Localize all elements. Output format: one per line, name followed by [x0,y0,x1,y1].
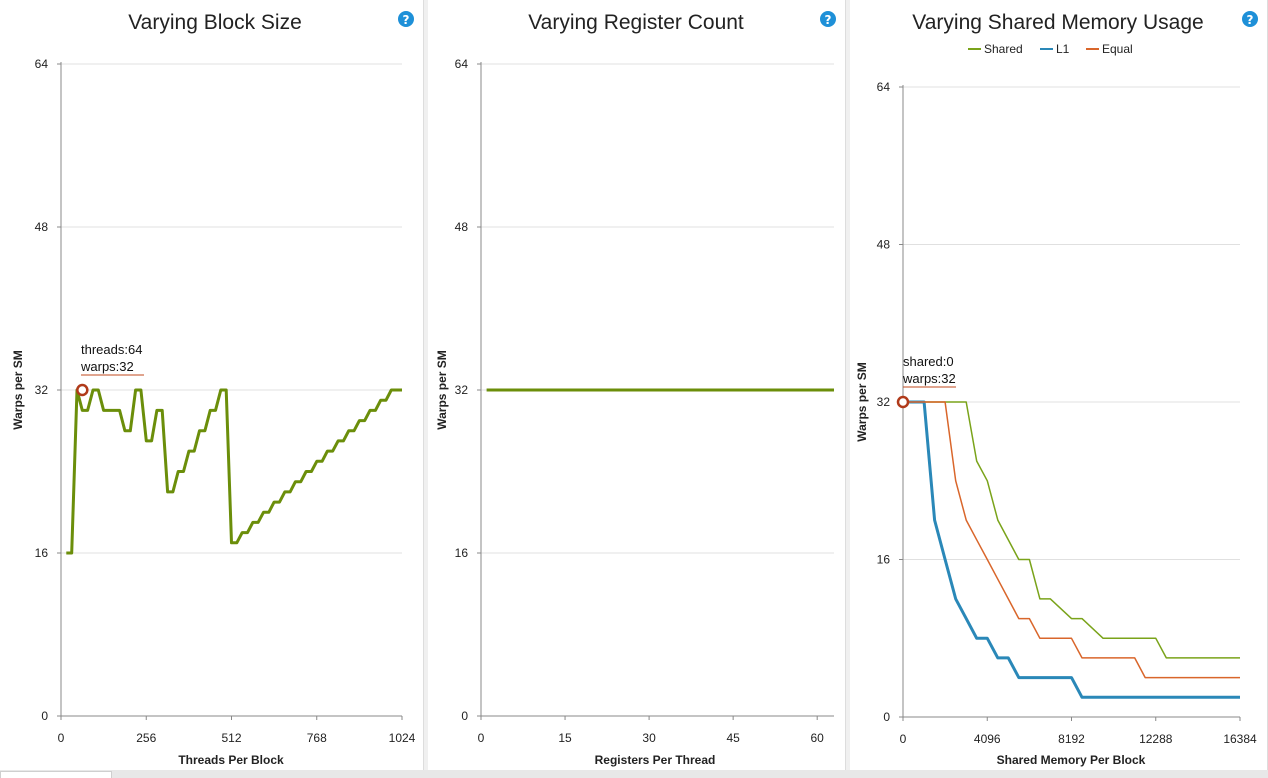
x-tick-label: 512 [221,731,241,745]
x-tick-label: 16384 [1223,732,1257,746]
y-tick-label: 64 [455,57,469,71]
y-tick-label: 32 [455,383,469,397]
panel-register-count: Varying Register Count ? 0 16 32 48 64 0 15 30 4… [428,0,846,770]
help-icon[interactable]: ? [1242,11,1258,27]
bottom-tab[interactable] [0,771,112,778]
x-tick-label: 45 [726,731,740,745]
marker-label-threads: threads:64 [81,342,142,357]
legend-label-equal: Equal [1102,42,1133,56]
x-tick-label: 30 [642,731,656,745]
legend-label-l1: L1 [1056,42,1070,56]
chart-shared-memory-svg: Varying Shared Memory Usage ? Shared L1 … [855,11,1258,767]
y-tick-label: 48 [35,220,49,234]
y-tick-label: 16 [455,546,469,560]
x-axis-label: Threads Per Block [178,753,284,767]
series-line-shared [903,401,1240,659]
x-tick-label: 0 [900,732,907,746]
bottom-strip [0,770,1268,778]
x-tick-label: 15 [558,731,572,745]
svg-text:?: ? [825,13,832,27]
data-point-marker [896,395,910,409]
y-tick-label: 0 [41,709,48,723]
legend-label-shared: Shared [984,42,1023,56]
panel-shared-memory: Varying Shared Memory Usage ? Shared L1 … [850,0,1268,770]
x-tick-label: 0 [58,731,65,745]
y-axis-label: Warps per SM [11,350,25,430]
x-axis-label: Shared Memory Per Block [997,753,1146,767]
x-axis-label: Registers Per Thread [595,753,716,767]
x-tick-label: 768 [307,731,327,745]
svg-text:?: ? [1247,13,1254,27]
legend-item-shared[interactable]: Shared [968,42,1023,56]
y-tick-label: 16 [877,553,891,567]
x-tick-label: 8192 [1058,732,1085,746]
x-tick-label: 1024 [389,731,416,745]
legend: Shared L1 Equal [968,42,1133,56]
y-axis-label: Warps per SM [855,362,869,442]
legend-item-l1[interactable]: L1 [1040,42,1070,56]
x-tick-label: 0 [478,731,485,745]
series-line-block [66,388,402,555]
series-line-equal [903,401,1240,679]
y-tick-label: 32 [877,395,891,409]
data-point-marker [76,383,89,397]
x-tick-label: 256 [136,731,156,745]
svg-text:?: ? [403,13,410,27]
marker-label-shared: shared:0 [903,354,954,369]
chart-title: Varying Block Size [128,11,302,34]
chart-title: Varying Register Count [528,11,744,34]
x-tick-label: 60 [811,731,825,745]
x-tick-label: 4096 [974,732,1001,746]
y-tick-label: 48 [455,220,469,234]
y-tick-label: 64 [35,57,49,71]
y-tick-label: 16 [35,546,49,560]
help-icon[interactable]: ? [820,11,836,27]
x-tick-label: 12288 [1139,732,1173,746]
y-tick-label: 0 [883,710,890,724]
marker-label-warps: warps:32 [80,359,134,374]
series-line-l1 [903,400,1240,699]
chart-register-count-svg: Varying Register Count ? 0 16 32 48 64 0 15 30 4… [435,11,836,767]
y-tick-label: 64 [877,80,891,94]
y-tick-label: 48 [877,238,891,252]
legend-item-equal[interactable]: Equal [1086,42,1133,56]
chart-block-size-svg: Varying Block Size ? 0 16 32 48 64 0 256 512 768… [11,11,416,767]
y-tick-label: 32 [35,383,49,397]
chart-title: Varying Shared Memory Usage [912,11,1203,34]
y-axis-label: Warps per SM [435,350,449,430]
help-icon[interactable]: ? [398,11,414,27]
marker-label-warps: warps:32 [902,371,956,386]
y-tick-label: 0 [461,709,468,723]
panel-block-size: Varying Block Size ? 0 16 32 48 64 0 256 512 768… [0,0,424,770]
